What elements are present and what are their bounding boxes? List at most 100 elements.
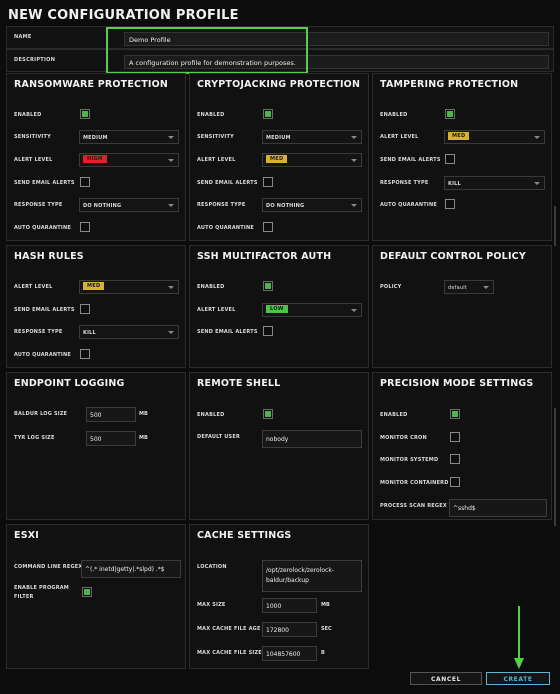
hash-alert-select[interactable]: MED	[79, 280, 179, 294]
name-label: NAME	[14, 34, 32, 40]
monitor-containerd-label: MONITOR CONTAINERD	[380, 480, 449, 486]
annotation-arrow-icon	[514, 606, 524, 669]
max-size-label: MAX SIZE	[197, 602, 226, 608]
cryptojacking-alert-label: ALERT LEVEL	[197, 157, 236, 163]
tyr-unit: MB	[139, 435, 148, 441]
tampering-enabled-checkbox[interactable]	[445, 109, 455, 119]
alert-badge-med: MED	[448, 132, 470, 140]
cryptojacking-response-select[interactable]: DO NOTHING	[262, 198, 362, 212]
description-row: DESCRIPTION A configuration profile for …	[6, 49, 554, 72]
ransomware-email-label: SEND EMAIL ALERTS	[14, 180, 75, 186]
enable-program-filter-label-1: ENABLE PROGRAM	[14, 585, 69, 591]
cryptojacking-sensitivity-label: SENSITIVITY	[197, 134, 234, 140]
tampering-enabled-label: ENABLED	[380, 112, 408, 118]
baldur-log-size-input[interactable]: 500	[86, 407, 136, 422]
baldur-unit: MB	[139, 411, 148, 417]
enable-program-filter-checkbox[interactable]	[82, 587, 92, 597]
scrollbar-thumb-lower[interactable]	[554, 408, 556, 526]
cryptojacking-alert-select[interactable]: MED	[262, 153, 362, 167]
cancel-button[interactable]: CANCEL	[410, 672, 482, 685]
alert-badge-med: MED	[266, 155, 288, 163]
baldur-log-size-label: BALDUR LOG SIZE	[14, 411, 68, 417]
default-user-label: DEFAULT USER	[197, 434, 241, 440]
hash-email-checkbox[interactable]	[80, 304, 90, 314]
ssh-alert-select[interactable]: LOW	[262, 303, 362, 317]
policy-label: POLICY	[380, 284, 402, 290]
ransomware-enabled-checkbox[interactable]	[80, 109, 90, 119]
max-cache-file-size-label: MAX CACHE FILE SIZE	[197, 650, 262, 656]
hash-response-select[interactable]: KILL	[79, 325, 179, 339]
scrollbar-thumb[interactable]	[554, 206, 556, 246]
ransomware-email-checkbox[interactable]	[80, 177, 90, 187]
max-size-input[interactable]: 1000	[262, 598, 317, 613]
process-scan-regex-label: PROCESS SCAN REGEX	[380, 503, 447, 509]
ssh-mfa-panel: SSH MULTIFACTOR AUTH ENABLED ALERT LEVEL…	[189, 245, 369, 368]
tampering-quarantine-checkbox[interactable]	[445, 199, 455, 209]
ransomware-quarantine-checkbox[interactable]	[80, 222, 90, 232]
ssh-enabled-label: ENABLED	[197, 284, 225, 290]
tampering-alert-label: ALERT LEVEL	[380, 134, 419, 140]
description-input[interactable]: A configuration profile for demonstratio…	[124, 55, 549, 69]
cryptojacking-title: CRYPTOJACKING PROTECTION	[197, 79, 361, 90]
shell-enabled-label: ENABLED	[197, 412, 225, 418]
cryptojacking-email-label: SEND EMAIL ALERTS	[197, 180, 258, 186]
ransomware-response-select[interactable]: DO NOTHING	[79, 198, 179, 212]
endpoint-logging-panel: ENDPOINT LOGGING BALDUR LOG SIZE 500 MB TY…	[6, 372, 186, 520]
hash-quarantine-label: AUTO QUARANTINE	[14, 352, 71, 358]
cryptojacking-response-label: RESPONSE TYPE	[197, 202, 246, 208]
ransomware-title: RANSOMWARE PROTECTION	[14, 79, 169, 90]
ransomware-alert-select[interactable]: HIGH	[79, 153, 179, 167]
page-title: NEW CONFIGURATION PROFILE	[8, 8, 239, 23]
max-size-unit: MB	[321, 602, 330, 608]
remote-shell-panel: REMOTE SHELL ENABLED DEFAULT USER nobody	[189, 372, 369, 520]
control-policy-panel: DEFAULT CONTROL POLICY POLICY default	[372, 245, 552, 368]
ssh-email-checkbox[interactable]	[263, 326, 273, 336]
esxi-title: ESXI	[14, 530, 39, 541]
cryptojacking-enabled-checkbox[interactable]	[263, 109, 273, 119]
tampering-panel: TAMPERING PROTECTION ENABLED ALERT LEVEL…	[372, 73, 552, 241]
ransomware-response-label: RESPONSE TYPE	[14, 202, 63, 208]
tampering-title: TAMPERING PROTECTION	[380, 79, 519, 90]
monitor-cron-checkbox[interactable]	[450, 432, 460, 442]
monitor-containerd-checkbox[interactable]	[450, 477, 460, 487]
hash-quarantine-checkbox[interactable]	[80, 349, 90, 359]
hash-rules-panel: HASH RULES ALERT LEVEL MED SEND EMAIL ALE…	[6, 245, 186, 368]
create-button[interactable]: CREATE	[486, 672, 550, 685]
endpoint-logging-title: ENDPOINT LOGGING	[14, 378, 125, 389]
shell-enabled-checkbox[interactable]	[263, 409, 273, 419]
cryptojacking-quarantine-checkbox[interactable]	[263, 222, 273, 232]
precision-enabled-label: ENABLED	[380, 412, 408, 418]
process-scan-regex-input[interactable]: ^sshd$	[449, 499, 547, 517]
tyr-log-size-input[interactable]: 500	[86, 431, 136, 446]
location-line-2: baldur/backup	[266, 577, 309, 584]
hash-email-label: SEND EMAIL ALERTS	[14, 307, 75, 313]
ransomware-sensitivity-label: SENSITIVITY	[14, 134, 51, 140]
cryptojacking-email-checkbox[interactable]	[263, 177, 273, 187]
policy-select[interactable]: default	[444, 280, 494, 294]
max-cache-file-age-input[interactable]: 172800	[262, 622, 317, 637]
tampering-alert-select[interactable]: MED	[444, 130, 545, 144]
tampering-email-checkbox[interactable]	[445, 154, 455, 164]
max-cache-file-size-input[interactable]: 104857600	[262, 646, 317, 661]
alert-badge-med: MED	[83, 282, 105, 290]
precision-enabled-checkbox[interactable]	[450, 409, 460, 419]
default-user-input[interactable]: nobody	[262, 430, 362, 448]
tampering-email-label: SEND EMAIL ALERTS	[380, 157, 441, 163]
ssh-email-label: SEND EMAIL ALERTS	[197, 329, 258, 335]
monitor-systemd-checkbox[interactable]	[450, 454, 460, 464]
max-cache-file-age-label: MAX CACHE FILE AGE	[197, 626, 261, 632]
location-input[interactable]: /opt/zerolock/zerolock- baldur/backup	[262, 560, 362, 592]
ssh-enabled-checkbox[interactable]	[263, 281, 273, 291]
command-line-regex-input[interactable]: ^(.* inetd|getty|.*slpd) .*$	[81, 560, 181, 578]
name-input[interactable]: Demo Profile	[124, 32, 549, 46]
cryptojacking-quarantine-label: AUTO QUARANTINE	[197, 225, 254, 231]
tampering-response-label: RESPONSE TYPE	[380, 180, 429, 186]
hash-alert-label: ALERT LEVEL	[14, 284, 53, 290]
max-cache-file-size-unit: B	[321, 650, 325, 656]
ransomware-panel: RANSOMWARE PROTECTION ENABLED SENSITIVIT…	[6, 73, 186, 241]
ransomware-sensitivity-select[interactable]: MEDIUM	[79, 130, 179, 144]
monitor-cron-label: MONITOR CRON	[380, 435, 427, 441]
enable-program-filter-label-2: FILTER	[14, 594, 34, 600]
cryptojacking-sensitivity-select[interactable]: MEDIUM	[262, 130, 362, 144]
tampering-response-select[interactable]: KILL	[444, 176, 545, 190]
